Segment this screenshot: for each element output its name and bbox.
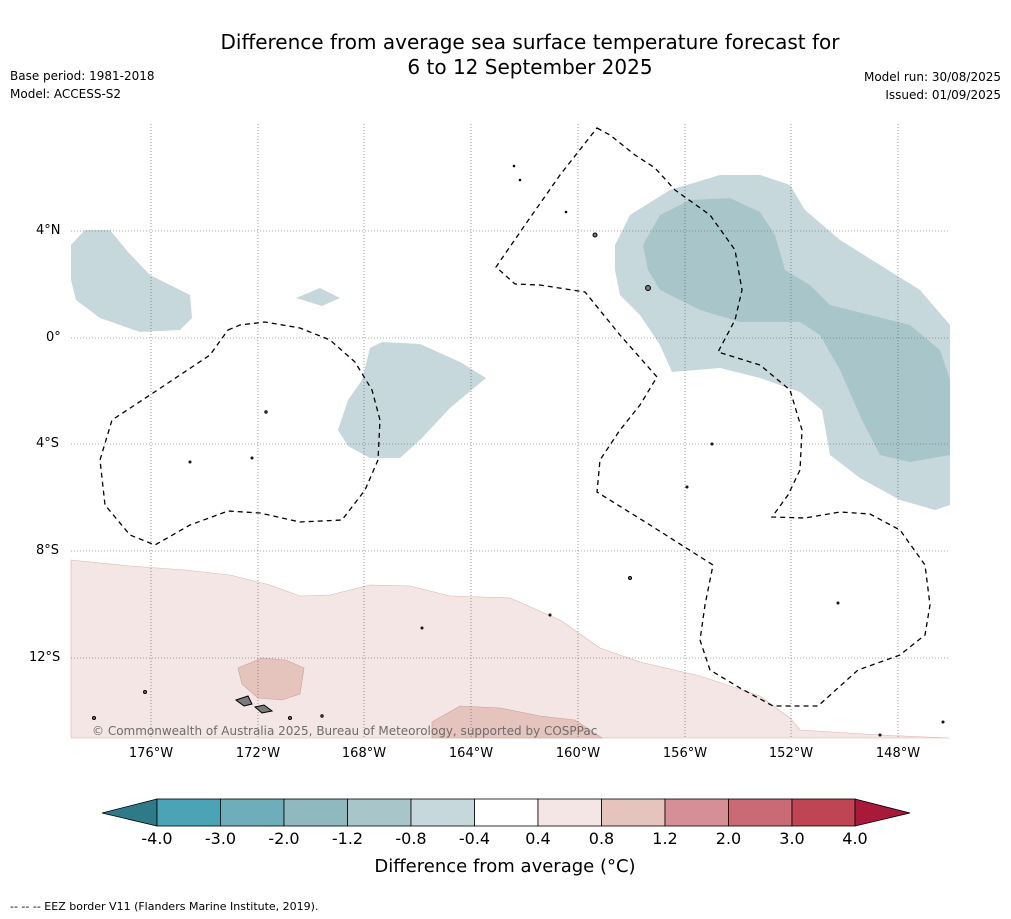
colorbar-bin-3 [283,798,348,827]
colorbar-high-extend [854,798,911,827]
cool-core-east [643,198,950,462]
cool-region-small [296,288,340,306]
islands [92,164,945,737]
title-line-2: 6 to 12 September 2025 [407,55,653,79]
colorbar-tick: 3.0 [779,829,805,848]
colorbar-bin-9 [664,798,729,827]
lat-label-12s: 12°S [29,650,61,665]
lon-label-152w: 152°W [768,746,814,761]
lat-label-0: 0° [46,330,61,345]
colorbar-low-extend [101,798,158,827]
meta-right: Model run: 30/08/2025 Issued: 01/09/2025 [864,68,1001,104]
colorbar-bin-5 [410,798,475,827]
lon-label-164w: 164°W [448,746,494,761]
colorbar-bin-8 [601,798,666,827]
colorbar-tick: -3.0 [204,829,237,848]
colorbar-tick: 4.0 [842,829,868,848]
lon-label-172w: 172°W [235,746,281,761]
lon-label-160w: 160°W [555,746,601,761]
colorbar-bin-1 [156,798,221,827]
cool-region-central [338,342,486,458]
lon-label-156w: 156°W [662,746,708,761]
map-title: Difference from average sea surface temp… [200,30,860,80]
lat-label-8s: 8°S [36,543,60,558]
colorbar-bin-6 [474,798,539,827]
colorbar-tick: 2.0 [715,829,742,848]
island-savaii [234,695,253,707]
island-upolu [253,704,274,714]
lon-label-176w: 176°W [128,746,174,761]
issued-date: Issued: 01/09/2025 [885,88,1001,102]
title-line-1: Difference from average sea surface temp… [220,30,840,54]
colorbar-tick: -0.4 [458,829,491,848]
lat-label-4n: 4°N [36,223,61,238]
lat-gridlines [71,230,950,659]
cool-region-west [71,230,192,332]
colorbar-tick: -0.8 [395,829,427,848]
eez-borders [99,127,931,707]
lon-gridlines [150,124,899,738]
lon-label-168w: 168°W [341,746,387,761]
colorbar-bin-10 [728,798,793,827]
base-period: Base period: 1981-2018 [10,69,155,83]
lon-label-148w: 148°W [875,746,921,761]
copyright-credit: © Commonwealth of Australia 2025, Bureau… [92,724,598,738]
colorbar-tick: 0.4 [525,829,551,848]
colorbar [101,798,911,827]
meta-left: Base period: 1981-2018 Model: ACCESS-S2 [10,67,155,103]
colorbar-bin-11 [791,798,856,827]
colorbar-bin-7 [537,798,602,827]
warm-patch-south [431,705,603,739]
colorbar-tick: 1.2 [652,829,678,848]
model-run: Model run: 30/08/2025 [863,70,1001,84]
colorbar-tick: -4.0 [141,829,173,848]
colorbar-bin-2 [220,798,285,827]
warm-patch-samoa [237,657,305,701]
colorbar-label: Difference from average (°C) [374,856,636,877]
colorbar-tick: 0.8 [588,829,615,848]
colorbar-tick: -2.0 [268,829,300,848]
colorbar-bin-4 [347,798,412,827]
colorbar-tick: -1.2 [331,829,364,848]
lat-label-4s: 4°S [36,436,60,451]
model-name: Model: ACCESS-S2 [10,87,122,101]
eez-footnote: -- -- -- EEZ border V11 (Flanders Marine… [10,900,319,913]
